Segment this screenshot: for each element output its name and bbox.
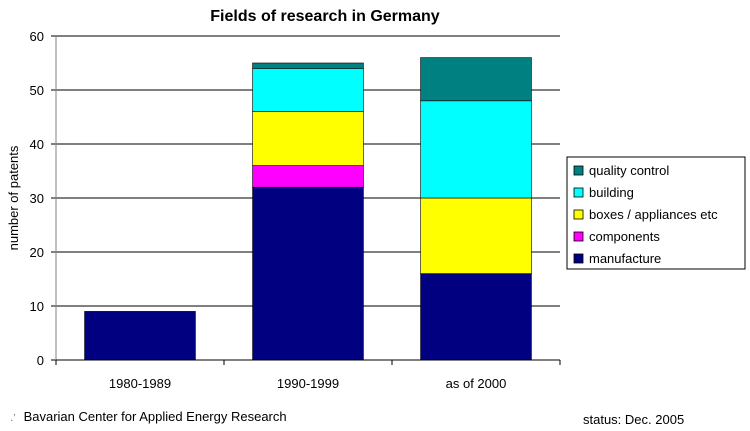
footer-source: ․’ Bavarian Center for Applied Energy Res…	[10, 409, 287, 424]
legend-label: building	[589, 185, 634, 200]
bar-segment	[252, 186, 364, 361]
y-axis-label: number of patents	[6, 145, 21, 250]
bar-segment	[252, 68, 364, 112]
y-tick-label: 0	[37, 353, 44, 368]
legend-swatch	[573, 187, 584, 198]
logo-icon: ․’	[10, 413, 16, 424]
bar-segment	[420, 100, 532, 199]
y-tick-label: 50	[30, 83, 44, 98]
bar-segment	[84, 311, 196, 361]
chart-title: Fields of research in Germany	[210, 8, 440, 25]
legend-label: boxes / appliances etc	[589, 207, 718, 222]
legend-label: quality control	[589, 163, 669, 178]
legend-swatch	[573, 253, 584, 264]
legend-label: manufacture	[589, 251, 661, 266]
tick-labels: 0 10 20 30 40 50 60 1980-1989 1990-1999 as of 200…	[30, 29, 507, 391]
legend-swatch	[573, 231, 584, 242]
bar-segment	[252, 165, 364, 188]
y-tick-label: 60	[30, 29, 44, 44]
legend-label: components	[589, 229, 660, 244]
y-tick-label: 30	[30, 191, 44, 206]
legend-box	[566, 156, 746, 270]
bar-segment	[420, 273, 532, 361]
bars	[84, 57, 532, 361]
chart: Fields of research in Germany number of …	[6, 8, 746, 391]
y-tick-label: 40	[30, 137, 44, 152]
legend-swatch	[573, 165, 584, 176]
axes	[51, 35, 561, 365]
bar-segment	[420, 197, 532, 274]
legend: quality control building boxes / appliance…	[566, 156, 746, 270]
x-tick-label: as of 2000	[446, 376, 507, 391]
y-tick-label: 20	[30, 245, 44, 260]
footer-status: status: Dec. 2005	[583, 412, 685, 427]
bar-segment	[252, 111, 364, 166]
footer-source-text: Bavarian Center for Applied Energy Resea…	[23, 409, 287, 424]
bar-segment	[252, 62, 364, 69]
legend-swatch	[573, 209, 584, 220]
bar-segment	[420, 57, 532, 102]
x-tick-label: 1980-1989	[109, 376, 171, 391]
x-tick-label: 1990-1999	[277, 376, 339, 391]
y-tick-label: 10	[30, 299, 44, 314]
